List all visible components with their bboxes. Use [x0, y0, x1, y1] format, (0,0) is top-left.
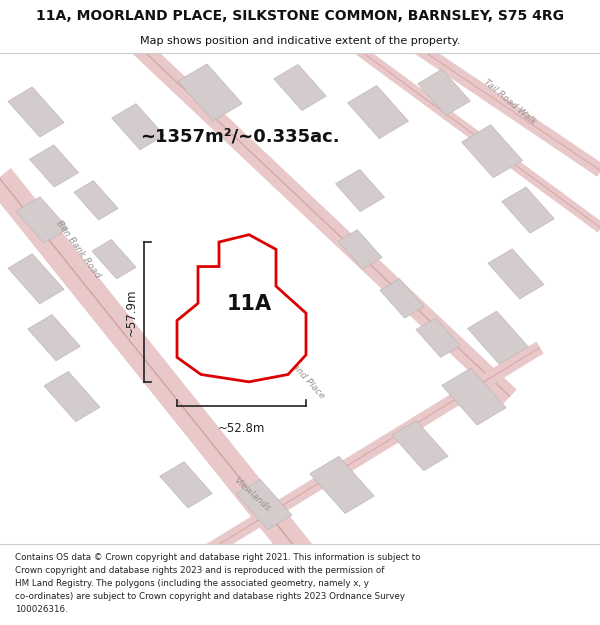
- Polygon shape: [461, 125, 523, 177]
- Polygon shape: [335, 169, 385, 212]
- Polygon shape: [178, 64, 242, 121]
- Polygon shape: [177, 234, 306, 382]
- Polygon shape: [416, 318, 460, 357]
- Text: Moorland Place: Moorland Place: [274, 344, 326, 401]
- Polygon shape: [310, 456, 374, 513]
- Polygon shape: [392, 421, 448, 471]
- Polygon shape: [16, 197, 68, 243]
- Polygon shape: [74, 181, 118, 220]
- Polygon shape: [502, 187, 554, 233]
- Polygon shape: [274, 64, 326, 111]
- Polygon shape: [92, 239, 136, 279]
- Polygon shape: [418, 69, 470, 116]
- Polygon shape: [29, 145, 79, 187]
- Polygon shape: [44, 371, 100, 422]
- Polygon shape: [380, 279, 424, 318]
- Polygon shape: [8, 254, 64, 304]
- Text: 11A: 11A: [227, 294, 272, 314]
- Polygon shape: [442, 368, 506, 425]
- Polygon shape: [160, 462, 212, 508]
- Polygon shape: [236, 479, 292, 529]
- Polygon shape: [8, 87, 64, 137]
- Text: Viewlands: Viewlands: [232, 476, 272, 513]
- Text: Tail Road Walk: Tail Road Walk: [482, 78, 538, 127]
- Text: Contains OS data © Crown copyright and database right 2021. This information is : Contains OS data © Crown copyright and d…: [15, 554, 421, 614]
- Polygon shape: [347, 86, 409, 139]
- Text: ~52.8m: ~52.8m: [218, 422, 265, 435]
- Text: Ben Bank Road: Ben Bank Road: [54, 219, 102, 280]
- Text: 11A, MOORLAND PLACE, SILKSTONE COMMON, BARNSLEY, S75 4RG: 11A, MOORLAND PLACE, SILKSTONE COMMON, B…: [36, 9, 564, 23]
- Text: ~1357m²/~0.335ac.: ~1357m²/~0.335ac.: [140, 127, 340, 146]
- Polygon shape: [28, 314, 80, 361]
- Text: ~57.9m: ~57.9m: [124, 288, 137, 336]
- Polygon shape: [488, 249, 544, 299]
- Text: Map shows position and indicative extent of the property.: Map shows position and indicative extent…: [140, 36, 460, 46]
- Polygon shape: [112, 104, 164, 150]
- Polygon shape: [467, 311, 529, 364]
- Polygon shape: [338, 230, 382, 269]
